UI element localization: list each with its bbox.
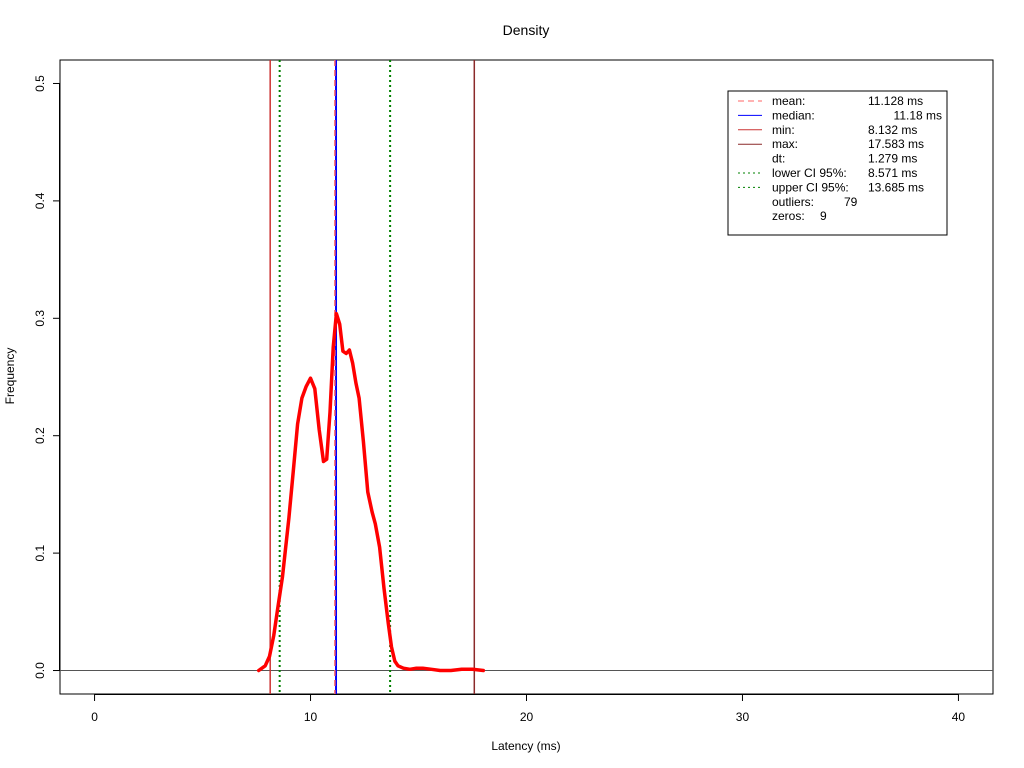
- legend-label: zeros:: [772, 209, 805, 223]
- y-tick-label: 0.1: [33, 544, 47, 561]
- legend-label: dt:: [772, 152, 785, 166]
- y-tick-label: 0.0: [33, 662, 47, 679]
- y-tick-label: 0.3: [33, 310, 47, 327]
- density-curve: [256, 311, 486, 673]
- legend-value: 11.128 ms: [868, 94, 923, 108]
- y-tick-label: 0.5: [33, 75, 47, 92]
- legend-value: 17.583 ms: [868, 137, 924, 151]
- legend-value: 11.18 ms: [894, 108, 942, 122]
- legend-value: 79: [844, 195, 858, 209]
- legend-value: 8.571 ms: [868, 166, 917, 180]
- legend: mean: 11.128 ms median: 11.18 ms min: 8.132 m…: [727, 90, 948, 236]
- legend-value: 13.685 ms: [868, 180, 924, 194]
- legend-value: 1.279 ms: [868, 152, 917, 166]
- chart-title: Density: [503, 22, 550, 38]
- legend-label: max:: [772, 137, 798, 151]
- x-tick-label: 10: [304, 710, 318, 724]
- legend-label: outliers:: [772, 195, 814, 209]
- legend-label: upper CI 95%:: [772, 180, 849, 194]
- legend-label: mean:: [772, 94, 805, 108]
- chart-marks: 0 10 20 30 40 0.0 0.1 0.2 0.3 0.4 0.5: [33, 60, 993, 724]
- y-tick-label: 0.2: [33, 427, 47, 444]
- x-axis-label: Latency (ms): [491, 739, 560, 753]
- legend-value: 8.132 ms: [868, 123, 917, 137]
- x-tick-label: 20: [520, 710, 534, 724]
- legend-label: min:: [772, 123, 795, 137]
- x-tick-label: 30: [736, 710, 750, 724]
- y-tick-label: 0.4: [33, 192, 47, 209]
- y-axis-label: Frequency: [3, 348, 17, 405]
- x-tick-label: 0: [91, 710, 98, 724]
- legend-label: lower CI 95%:: [772, 166, 847, 180]
- x-tick-label: 40: [952, 710, 966, 724]
- legend-box: [727, 90, 948, 236]
- legend-value: 9: [820, 209, 827, 223]
- legend-label: median:: [772, 108, 815, 122]
